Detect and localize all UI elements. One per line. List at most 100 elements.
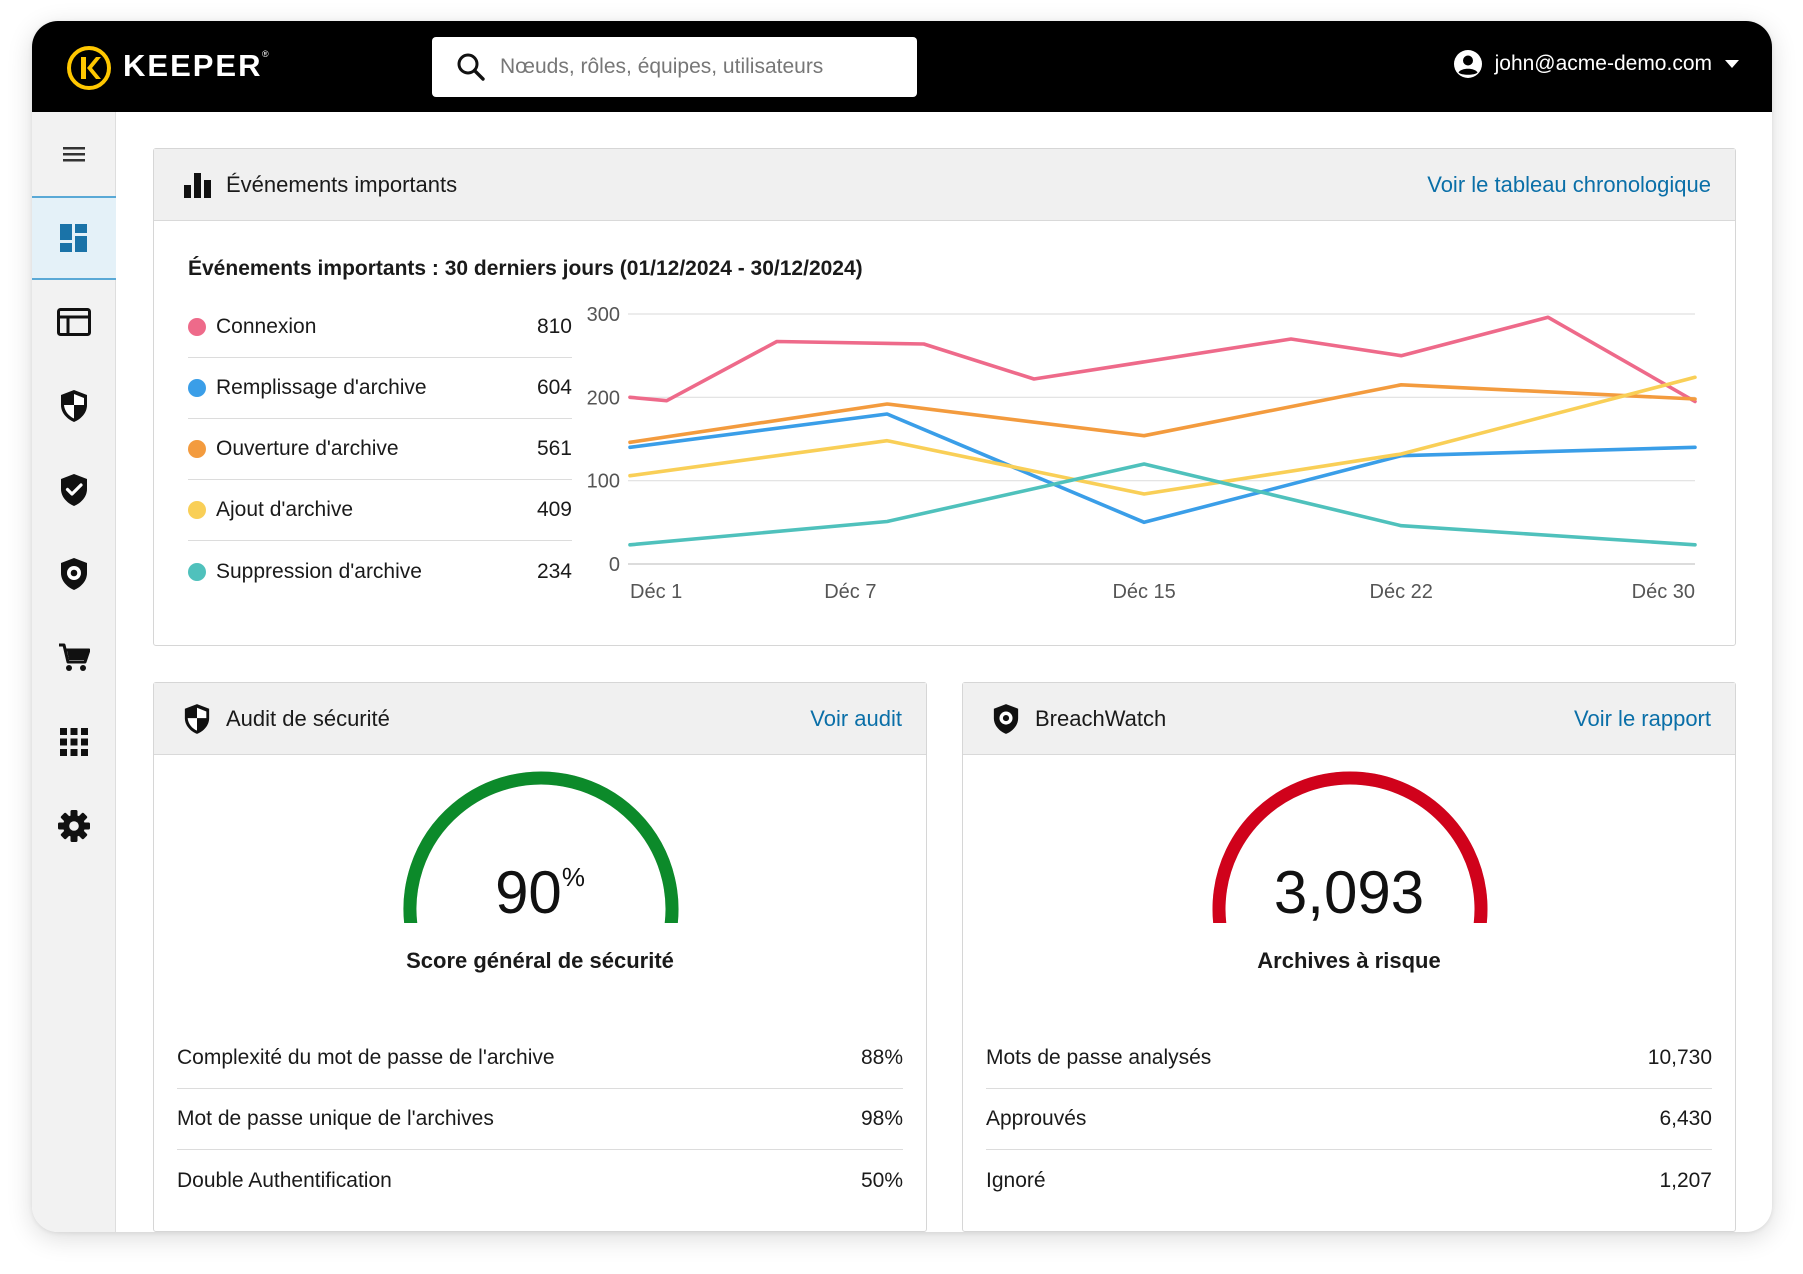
series-line-suppression-d-archive bbox=[628, 462, 1697, 547]
legend-dot-connexion bbox=[188, 318, 206, 336]
legend-row-remplissage: Remplissage d'archive 604 bbox=[188, 358, 572, 419]
security-audit-title: Audit de sécurité bbox=[226, 705, 390, 731]
hamburger-menu-icon bbox=[63, 147, 85, 162]
sidebar-item-admin[interactable] bbox=[32, 280, 116, 364]
security-gauge-fill bbox=[403, 771, 679, 923]
shield-eye-icon bbox=[61, 558, 87, 590]
score-number: 90 bbox=[495, 859, 562, 926]
breachwatch-card: BreachWatch Voir le rapport 3,093 Archiv… bbox=[962, 682, 1736, 1232]
security-score-gauge bbox=[403, 771, 679, 923]
timeline-link[interactable]: Voir le tableau chronologique bbox=[1427, 171, 1711, 197]
legend-value: 604 bbox=[536, 376, 572, 399]
stat-value: 50% bbox=[860, 1168, 903, 1192]
stat-label: Approuvés bbox=[986, 1107, 1087, 1130]
stat-label: Double Authentification bbox=[177, 1168, 392, 1192]
legend-label: Connexion bbox=[216, 315, 317, 338]
sidebar-item-dashboard[interactable] bbox=[32, 196, 116, 280]
sidebar-item-marketplace[interactable] bbox=[32, 616, 116, 700]
y-tick-label: 0 bbox=[609, 554, 620, 576]
y-tick-label: 300 bbox=[587, 304, 620, 326]
events-line-chart: 0 100 200 300 Déc 1 Déc 7 Déc 15 Déc 22 Déc 30 bbox=[587, 304, 1697, 603]
stat-label: Mot de passe unique de l'archives bbox=[177, 1107, 494, 1130]
sidebar-item-security-audit[interactable] bbox=[32, 364, 116, 448]
legend-value: 561 bbox=[536, 437, 572, 460]
shield-check-icon bbox=[61, 474, 87, 506]
y-tick-label: 200 bbox=[587, 387, 620, 409]
search-box[interactable] bbox=[432, 37, 917, 97]
x-tick-label: Déc 30 bbox=[1632, 581, 1695, 603]
shield-half-icon bbox=[61, 390, 87, 422]
series-line-ajout-d-archive bbox=[628, 375, 1697, 496]
brand-registered-mark: ® bbox=[262, 49, 269, 59]
legend-row-connexion: Connexion 810 bbox=[188, 297, 572, 358]
sidebar bbox=[32, 112, 116, 1232]
legend-label: Ajout d'archive bbox=[216, 498, 354, 521]
legend-row-ajout: Ajout d'archive 409 bbox=[188, 480, 572, 541]
legend-dot-ouverture bbox=[188, 440, 206, 458]
legend-row-suppression: Suppression d'archive 234 bbox=[188, 541, 572, 602]
y-tick-label: 100 bbox=[587, 471, 620, 493]
security-audit-card: Audit de sécurité Voir audit 90% Score g… bbox=[153, 682, 927, 1232]
stat-row: Mots de passe analysés 10,730 bbox=[986, 1028, 1712, 1089]
shield-half-icon bbox=[182, 703, 212, 734]
events-card-header: Événements importants Voir le tableau ch… bbox=[154, 149, 1735, 221]
events-legend: Connexion 810 Remplissage d'archive 604 … bbox=[188, 297, 572, 602]
user-email: john@acme-demo.com bbox=[1494, 52, 1712, 75]
shield-eye-icon bbox=[991, 703, 1021, 734]
events-subtitle: Événements importants : 30 derniers jour… bbox=[188, 257, 863, 280]
security-audit-card-header: Audit de sécurité Voir audit bbox=[154, 683, 926, 755]
breach-gauge-fill bbox=[1212, 771, 1488, 923]
keeper-logo-icon[interactable] bbox=[67, 46, 111, 90]
x-tick-label: Déc 1 bbox=[630, 581, 682, 603]
series-line-remplissage-d-archive bbox=[628, 412, 1697, 525]
view-report-link[interactable]: Voir le rapport bbox=[1574, 705, 1711, 731]
stat-value: 98% bbox=[860, 1107, 903, 1130]
sidebar-item-settings[interactable] bbox=[32, 784, 116, 868]
legend-label: Suppression d'archive bbox=[216, 559, 422, 583]
grid-icon bbox=[60, 728, 88, 756]
at-risk-caption: Archives à risque bbox=[1257, 948, 1441, 973]
search-input[interactable] bbox=[500, 55, 890, 79]
app-window: KEEPER ® john@acme-demo.com bbox=[32, 21, 1772, 1232]
series-line-connexion bbox=[628, 315, 1697, 404]
legend-dot-remplissage bbox=[188, 379, 206, 397]
legend-dot-ajout bbox=[188, 501, 206, 519]
chevron-down-icon bbox=[1725, 60, 1739, 68]
stat-row: Mot de passe unique de l'archives 98% bbox=[177, 1089, 903, 1150]
brand-name: KEEPER bbox=[123, 48, 263, 83]
audit-stat-list: Complexité du mot de passe de l'archive … bbox=[177, 1028, 903, 1211]
stat-row: Complexité du mot de passe de l'archive … bbox=[177, 1028, 903, 1089]
at-risk-gauge bbox=[1212, 771, 1488, 923]
view-audit-link[interactable]: Voir audit bbox=[810, 705, 902, 731]
x-tick-label: Déc 7 bbox=[824, 581, 876, 603]
security-score-value: 90% bbox=[154, 858, 926, 927]
sidebar-item-menu[interactable] bbox=[32, 112, 116, 196]
security-score-caption: Score général de sécurité bbox=[406, 948, 674, 973]
score-unit: % bbox=[561, 862, 585, 892]
stat-row: Ignoré 1,207 bbox=[986, 1150, 1712, 1211]
at-risk-value: 3,093 bbox=[1273, 859, 1425, 926]
gear-icon bbox=[58, 810, 90, 842]
stat-value: 6,430 bbox=[1659, 1107, 1712, 1130]
stat-row: Double Authentification 50% bbox=[177, 1150, 903, 1211]
breach-stat-list: Mots de passe analysés 10,730 Approuvés … bbox=[986, 1028, 1712, 1211]
stat-value: 88% bbox=[860, 1046, 903, 1069]
sidebar-item-compliance[interactable] bbox=[32, 448, 116, 532]
series-line-ouverture-d-archive bbox=[628, 383, 1697, 445]
x-tick-label: Déc 22 bbox=[1370, 581, 1433, 603]
legend-value: 234 bbox=[536, 559, 572, 583]
stat-label: Complexité du mot de passe de l'archive bbox=[177, 1046, 555, 1069]
account-circle-icon bbox=[1453, 50, 1482, 78]
breachwatch-card-header: BreachWatch Voir le rapport bbox=[963, 683, 1735, 755]
sidebar-item-apps[interactable] bbox=[32, 700, 116, 784]
legend-row-ouverture: Ouverture d'archive 561 bbox=[188, 419, 572, 480]
stat-value: 1,207 bbox=[1659, 1168, 1712, 1192]
browser-window-icon bbox=[57, 308, 91, 336]
sidebar-item-breachwatch[interactable] bbox=[32, 532, 116, 616]
events-card: Événements importants Voir le tableau ch… bbox=[153, 148, 1736, 646]
breachwatch-title: BreachWatch bbox=[1035, 705, 1167, 731]
stat-label: Mots de passe analysés bbox=[986, 1046, 1212, 1069]
user-menu[interactable]: john@acme-demo.com bbox=[1453, 49, 1740, 79]
x-tick-label: Déc 15 bbox=[1112, 581, 1175, 603]
legend-label: Remplissage d'archive bbox=[216, 376, 427, 399]
